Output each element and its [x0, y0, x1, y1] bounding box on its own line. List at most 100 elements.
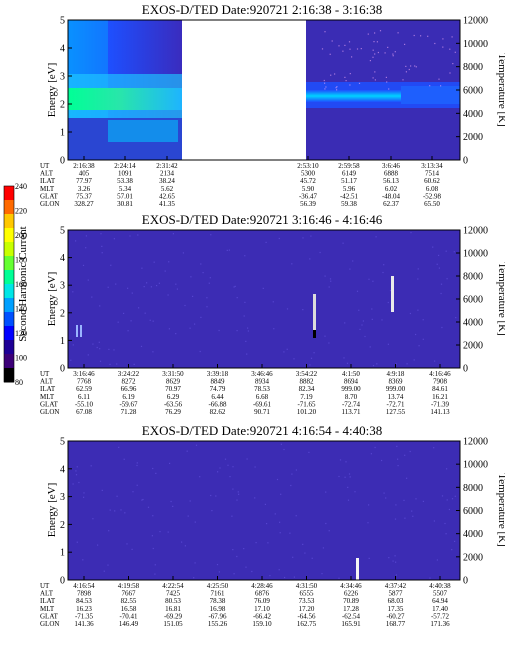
panel-3-orbit-glon: 155.26 — [208, 620, 228, 628]
panel-3-orbit-label: MLT — [40, 605, 55, 613]
speckle — [336, 89, 338, 91]
speckle — [283, 448, 285, 451]
panel-3-orbit-alt: 7425 — [166, 590, 181, 598]
speckle — [429, 85, 431, 87]
colorbar-swatch — [4, 228, 14, 243]
panel-1-y2tick-label: 4000 — [463, 109, 483, 120]
speckle — [364, 335, 366, 338]
speckle — [454, 51, 456, 53]
panel-3-orbit-glon: 168.77 — [386, 620, 406, 628]
speckle — [194, 562, 196, 564]
speckle — [99, 305, 101, 307]
speckle — [445, 533, 447, 535]
speckle — [132, 491, 134, 493]
speckle — [236, 330, 238, 332]
panel-2-orbit-glon: 76.29 — [165, 408, 181, 416]
panel-2-orbit-ilat: 84.61 — [432, 385, 448, 393]
speckle — [358, 309, 360, 311]
panel-2-orbit-glon: 71.28 — [121, 408, 137, 416]
speckle — [454, 540, 456, 542]
speckle — [82, 559, 84, 561]
speckle — [293, 358, 295, 360]
speckle — [70, 359, 72, 361]
speckle — [349, 48, 351, 50]
speckle — [375, 236, 377, 238]
panel-2-y2label: Temperature [K] — [496, 262, 505, 335]
panel-1-y2tick-label: 10000 — [463, 39, 488, 50]
speckle — [175, 333, 177, 335]
speckle — [153, 261, 155, 263]
speckle — [141, 267, 143, 269]
panel-2-orbit-label: GLON — [40, 408, 59, 416]
speckle — [436, 263, 438, 265]
speckle — [200, 263, 202, 265]
panel-1-y2tick-label: 2000 — [463, 132, 483, 143]
speckle — [279, 532, 281, 534]
speckle — [410, 65, 412, 67]
speckle — [371, 308, 373, 310]
panel-1-speckles — [321, 30, 456, 91]
speckle — [438, 267, 440, 269]
speckle — [356, 290, 359, 292]
panel-2-orbit-label: GLAT — [40, 400, 59, 408]
panel-2-orbit-label: ALT — [40, 378, 54, 386]
speckle — [442, 38, 444, 40]
speckle — [358, 82, 361, 84]
speckle — [338, 45, 340, 47]
speckle — [245, 566, 247, 568]
speckle — [116, 363, 118, 365]
panel-1-orbit-ut: 2:59:58 — [338, 162, 360, 170]
speckle — [432, 246, 434, 248]
speckle — [126, 543, 128, 545]
speckle — [96, 346, 98, 349]
colorbar-tick-label: 240 — [15, 182, 27, 191]
speckle — [232, 466, 234, 468]
speckle — [339, 459, 342, 461]
speckle — [286, 308, 289, 310]
colorbar-swatch — [4, 214, 14, 229]
speckle — [345, 461, 347, 463]
panel-3-orbit-ut: 4:34:46 — [340, 582, 362, 590]
colorbar: 240 220 200 180 160 140 120 100 80 Second Harmon… — [3, 182, 29, 387]
speckle — [309, 258, 311, 260]
speckle — [334, 73, 336, 75]
speckle — [293, 576, 295, 578]
speckle — [402, 79, 404, 81]
speckle — [123, 312, 125, 314]
speckle — [172, 505, 174, 507]
speckle — [279, 521, 281, 523]
speckle — [417, 278, 419, 280]
speckle — [395, 561, 397, 563]
speckle — [422, 338, 424, 340]
speckle — [325, 86, 327, 88]
panel-2-spike-2 — [80, 325, 82, 337]
speckle — [369, 60, 371, 62]
speckle — [446, 468, 448, 470]
speckle — [451, 498, 454, 500]
panel-1-orbit-glon: 62.37 — [383, 200, 399, 208]
speckle — [397, 458, 399, 460]
speckle — [349, 84, 351, 86]
colorbar-swatch — [4, 340, 14, 355]
speckle — [237, 491, 239, 493]
panel-2-orbit-ut: 3:39:18 — [207, 370, 229, 378]
speckle — [311, 557, 313, 559]
speckle — [181, 541, 183, 543]
speckle — [154, 564, 156, 566]
panel-1-orbit-ilat: 56.13 — [383, 177, 399, 185]
panel-3-ytick-label: 0 — [60, 576, 65, 587]
speckle — [136, 462, 138, 464]
speckle — [396, 445, 398, 447]
speckle — [394, 51, 396, 53]
panel-2-orbit-ut: 3:46:46 — [251, 370, 273, 378]
speckle — [356, 48, 359, 50]
panel-3-orbit-glon: 146.49 — [119, 620, 139, 628]
speckle — [324, 88, 326, 90]
speckle — [409, 450, 411, 453]
panel-2-ytick-label: 2 — [60, 308, 65, 319]
speckle — [272, 301, 274, 303]
panel-1-orbit-mlt: 5.96 — [343, 185, 356, 193]
speckle — [92, 518, 94, 520]
speckle — [330, 280, 332, 282]
